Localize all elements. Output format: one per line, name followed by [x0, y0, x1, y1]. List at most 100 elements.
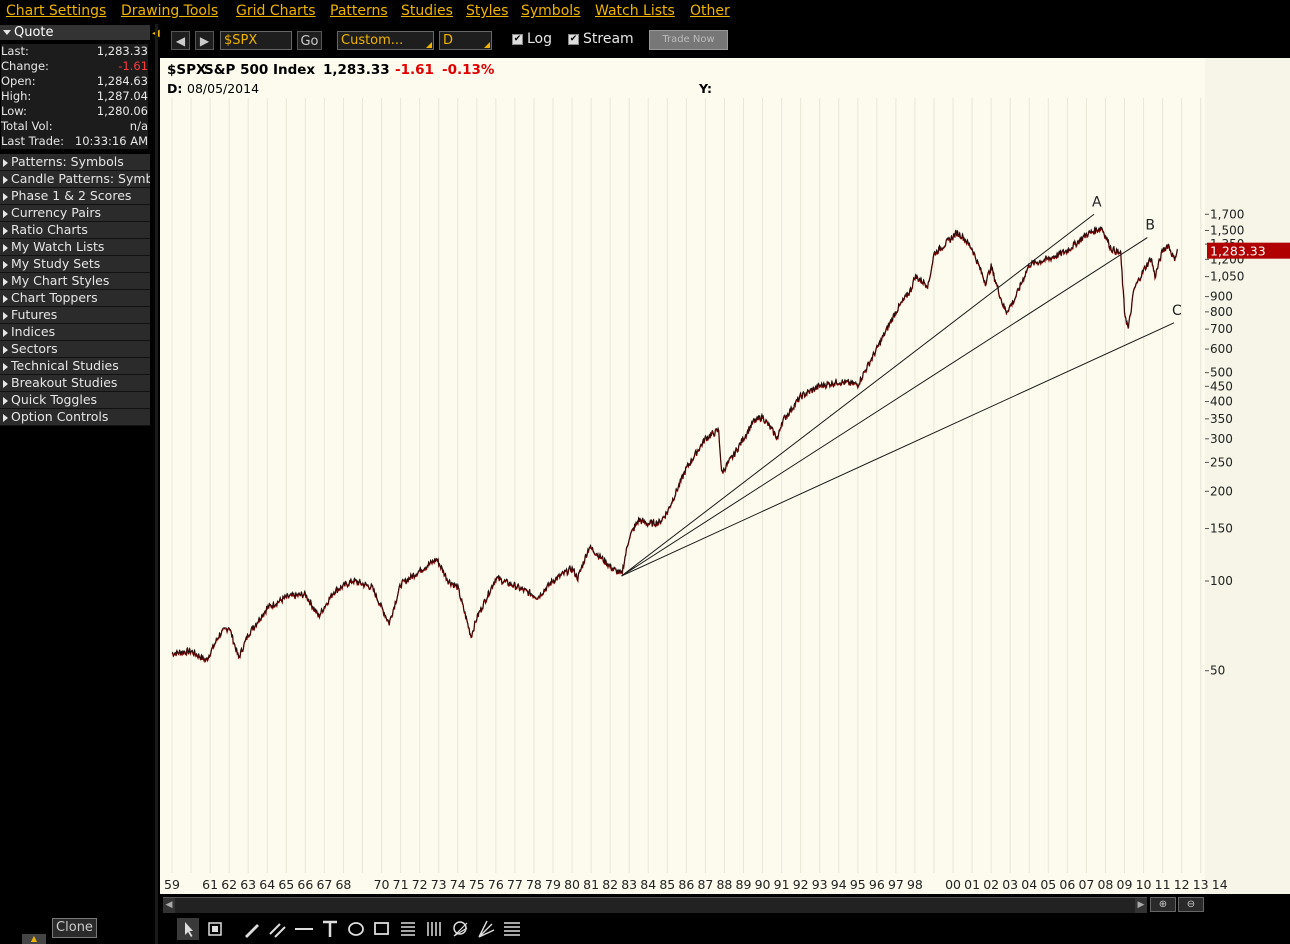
pencil-tool[interactable] — [241, 918, 263, 940]
x-tick-label: 78 — [526, 877, 542, 892]
trendline-label-c: C — [1172, 303, 1182, 319]
trendline-label-b: B — [1145, 218, 1155, 234]
scroll-up-icon[interactable]: ▲ — [22, 934, 46, 944]
period-dropdown[interactable]: D — [439, 31, 492, 50]
sidebar-item-option-controls[interactable]: Option Controls — [0, 409, 150, 426]
sidebar-item-label: My Watch Lists — [11, 239, 105, 254]
x-tick-label: 02 — [983, 877, 999, 892]
quote-value: 10:33:16 AM — [74, 134, 148, 148]
quote-row: Total Vol: n/a — [1, 119, 148, 134]
x-tick-label: 84 — [640, 877, 656, 892]
sidebar-item-patterns-symbols[interactable]: Patterns: Symbols — [0, 154, 150, 171]
trendline-a — [621, 213, 1095, 577]
select-tool[interactable] — [204, 918, 226, 940]
sidebar-item-sectors[interactable]: Sectors — [0, 341, 150, 358]
horizontal-line-tool[interactable] — [293, 918, 315, 940]
sidebar-item-label: Option Controls — [11, 409, 109, 424]
sidebar-item-indices[interactable]: Indices — [0, 324, 150, 341]
back-arrow-button[interactable]: ◀ — [171, 31, 190, 50]
price-line — [171, 226, 1179, 664]
fibonacci-tool[interactable] — [397, 918, 419, 940]
rectangle-tool[interactable] — [371, 918, 393, 940]
fan-lines-tool[interactable] — [475, 918, 497, 940]
sidebar-item-futures[interactable]: Futures — [0, 307, 150, 324]
last-price-label: 1,283.33 — [1210, 244, 1266, 259]
preset-dropdown[interactable]: Custom... — [337, 31, 434, 50]
y-tick-label: 600 — [1210, 342, 1233, 356]
go-button[interactable]: Go — [297, 31, 322, 50]
x-tick-label: 13 — [1193, 877, 1209, 892]
chart-change-pct: -0.13% — [442, 62, 495, 78]
menu-studies[interactable]: Studies — [401, 3, 453, 19]
sidebar-item-my-study-sets[interactable]: My Study Sets — [0, 256, 150, 273]
quote-value: 1,280.06 — [96, 104, 148, 118]
price-chart[interactable]: ABC 501001502002503003504004505006007008… — [160, 58, 1290, 894]
sidebar-item-chart-toppers[interactable]: Chart Toppers — [0, 290, 150, 307]
ellipse-tool[interactable] — [345, 918, 367, 940]
scroll-right-icon[interactable]: ▶ — [1135, 898, 1147, 913]
price-axis-background — [1205, 58, 1290, 894]
sidebar-item-ratio-charts[interactable]: Ratio Charts — [0, 222, 150, 239]
sidebar-item-label: Ratio Charts — [11, 222, 88, 237]
panel-divider[interactable] — [155, 24, 158, 944]
quote-panel-header[interactable]: Quote — [0, 25, 150, 40]
sidebar-item-my-watch-lists[interactable]: My Watch Lists — [0, 239, 150, 256]
zoom-out-button[interactable]: ⊖ — [1178, 897, 1204, 912]
y-tick-label: 50 — [1210, 664, 1225, 678]
x-tick-label: 68 — [335, 877, 351, 892]
time-axis: 59 61 62 63 64 65 66 67 68 70 71 72 73 74 75 76 77 78 79 80… — [164, 877, 1228, 892]
menu-symbols[interactable]: Symbols — [521, 3, 581, 19]
horizontal-scrollbar[interactable]: ◀ ▶ — [163, 897, 1147, 913]
trade-now-button[interactable]: Trade Now — [649, 30, 728, 50]
menu-watch-lists[interactable]: Watch Lists — [595, 3, 675, 19]
collapse-triangle-icon — [3, 30, 11, 35]
gann-tool[interactable] — [449, 918, 471, 940]
horizontal-line-icon — [295, 928, 313, 930]
chart-change: -1.61 — [395, 62, 434, 78]
sidebar-item-technical-studies[interactable]: Technical Studies — [0, 358, 150, 375]
menu-other[interactable]: Other — [690, 3, 730, 19]
menu-styles[interactable]: Styles — [466, 3, 509, 19]
symbol-input[interactable]: $SPX — [220, 31, 292, 50]
chart-symbol: $SPX — [167, 62, 207, 78]
date-label: D: — [167, 81, 182, 96]
quote-header-label: Quote — [14, 25, 54, 40]
cycle-lines-tool[interactable] — [423, 918, 445, 940]
scroll-left-icon[interactable]: ◀ — [163, 898, 175, 913]
fan-lines-icon — [478, 920, 495, 938]
clone-button[interactable]: Clone — [52, 918, 97, 938]
list-tool[interactable] — [501, 918, 523, 940]
trendlines: A B C — [621, 194, 1182, 577]
expand-triangle-icon — [3, 277, 8, 286]
expand-triangle-icon — [3, 175, 8, 184]
text-tool[interactable] — [319, 918, 341, 940]
x-tick-label: 94 — [831, 877, 847, 892]
parallel-lines-tool[interactable] — [267, 918, 289, 940]
sidebar-item-currency-pairs[interactable]: Currency Pairs — [0, 205, 150, 222]
stream-checkbox[interactable]: ✔ — [568, 34, 579, 45]
sidebar-item-breakout-studies[interactable]: Breakout Studies — [0, 375, 150, 392]
log-checkbox[interactable]: ✔ — [512, 34, 523, 45]
menu-drawing-tools[interactable]: Drawing Tools — [121, 3, 219, 19]
forward-arrow-button[interactable]: ▶ — [195, 31, 214, 50]
sidebar-item-label: Sectors — [11, 341, 58, 356]
y-tick-label: 700 — [1210, 322, 1233, 336]
zoom-in-button[interactable]: ⊕ — [1150, 897, 1176, 912]
menu-chart-settings[interactable]: Chart Settings — [6, 3, 107, 19]
y-tick-label: 800 — [1210, 305, 1233, 319]
pointer-tool[interactable] — [177, 918, 199, 940]
menu-grid-charts[interactable]: Grid Charts — [236, 3, 316, 19]
menu-patterns[interactable]: Patterns — [330, 3, 388, 19]
x-tick-label: 09 — [1117, 877, 1133, 892]
expand-triangle-icon — [3, 328, 8, 337]
expand-triangle-icon — [3, 362, 8, 371]
sidebar-item-candle-patterns-symbols[interactable]: Candle Patterns: Symbols — [0, 171, 150, 188]
sidebar-item-phase-1-2-scores[interactable]: Phase 1 & 2 Scores — [0, 188, 150, 205]
sidebar-item-quick-toggles[interactable]: Quick Toggles — [0, 392, 150, 409]
last-price-tag — [1207, 242, 1290, 259]
sidebar-item-label: Chart Toppers — [11, 290, 98, 305]
quote-label: High: — [1, 89, 32, 103]
quote-value: -1.61 — [118, 59, 148, 73]
sidebar-item-my-chart-styles[interactable]: My Chart Styles — [0, 273, 150, 290]
